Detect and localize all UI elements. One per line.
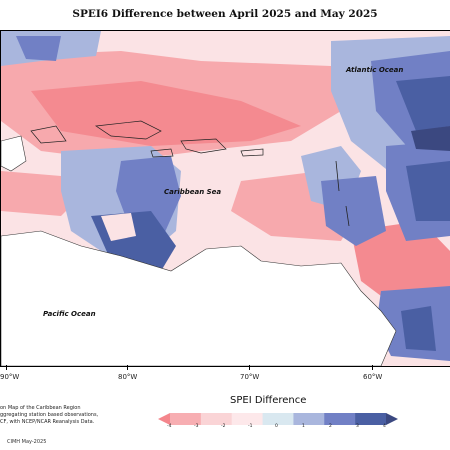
- legend-tick-label: 0: [275, 424, 278, 429]
- lon-tick-label: 90°W: [0, 373, 20, 381]
- legend-color-cell: [231, 413, 263, 425]
- atlantic-ocean-label: Atlantic Ocean: [345, 66, 403, 74]
- lon-tick-mark: [127, 365, 128, 370]
- lon-tick-mark: [249, 365, 250, 370]
- footnote-line: CF, with NCEP/NCAR Reanalysis Data.: [0, 419, 95, 425]
- legend-color-cell: [355, 413, 387, 425]
- legend-tick-label: -2: [221, 424, 226, 429]
- lon-tick-mark: [372, 365, 373, 370]
- legend-tick-label: -1: [248, 424, 253, 429]
- legend-arrow-right: [386, 413, 398, 425]
- pacific-ocean-label: Pacific Ocean: [43, 310, 96, 318]
- spei-map: Atlantic Ocean Caribbean Sea Pacific Oce…: [0, 30, 450, 367]
- lon-tick-mark: [6, 365, 7, 370]
- lon-tick-label: 80°W: [118, 373, 138, 381]
- legend-tick-label: 1: [302, 424, 305, 429]
- legend-color-cell: [293, 413, 325, 425]
- credit-text: CIMH May-2025: [7, 439, 47, 445]
- legend-color-cell: [324, 413, 356, 425]
- legend-title: SPEI Difference: [230, 395, 307, 406]
- legend-colorbar: [158, 413, 398, 425]
- legend-color-cell: [262, 413, 294, 425]
- legend-tick-label: -3: [194, 424, 199, 429]
- map-title: SPEI6 Difference between April 2025 and …: [72, 8, 378, 20]
- legend-tick-label: 4: [383, 424, 386, 429]
- legend-arrow-left: [158, 413, 170, 425]
- spei-map-canvas: Atlantic Ocean Caribbean Sea Pacific Oce…: [1, 31, 450, 366]
- legend-color-cell: [170, 413, 202, 425]
- caribbean-sea-label: Caribbean Sea: [164, 188, 221, 196]
- legend-tick-label: -4: [167, 424, 172, 429]
- footnote-line: on Map of the Caribbean Region: [0, 405, 81, 411]
- lon-tick-label: 70°W: [240, 373, 260, 381]
- legend-color-cell: [200, 413, 233, 425]
- lon-tick-label: 60°W: [363, 373, 383, 381]
- legend-tick-label: 2: [329, 424, 332, 429]
- legend-tick-label: 3: [356, 424, 359, 429]
- footnote-line: ggregating station based observations,: [0, 412, 99, 418]
